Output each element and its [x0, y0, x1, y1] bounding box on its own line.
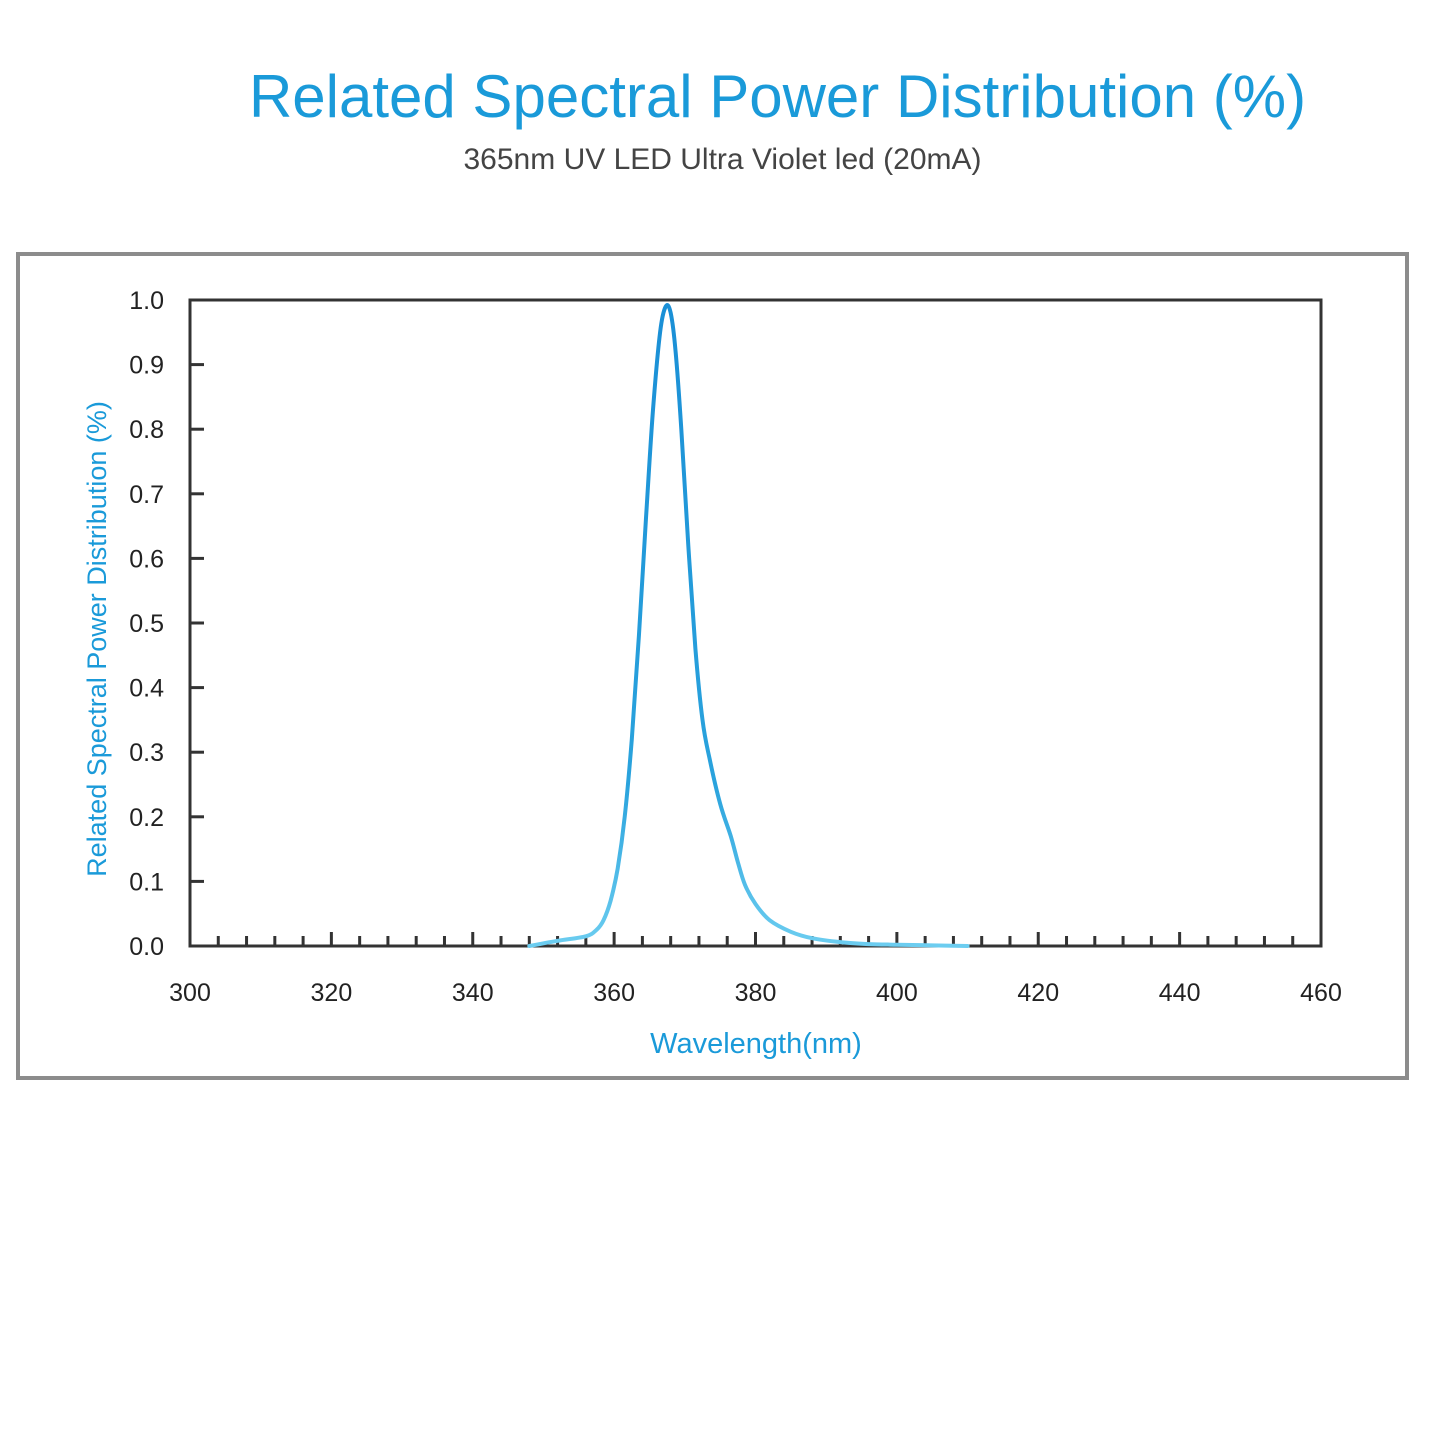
y-axis-ticks: 0.0 0.1 0.2 0.3 0.4 0.5 0.6 0.7 0.8 0.9 1.0	[129, 287, 204, 961]
y-tick-label-1: 0.1	[129, 868, 164, 896]
y-tick-label-0: 0.0	[129, 933, 164, 961]
y-tick-label-8: 0.8	[129, 416, 164, 444]
y-tick-label-7: 0.7	[129, 481, 164, 509]
x-tick-label-7: 440	[1159, 979, 1201, 1007]
x-axis-label: Wavelength(nm)	[650, 1028, 862, 1060]
x-tick-label-5: 400	[876, 979, 918, 1007]
x-tick-label-4: 380	[735, 979, 777, 1007]
spectral-chart: 0.0 0.1 0.2 0.3 0.4 0.5 0.6 0.7 0.8 0.9 1.0 300 320…	[82, 287, 1342, 1060]
x-tick-label-3: 360	[593, 979, 635, 1007]
y-tick-label-4: 0.4	[129, 675, 164, 703]
page-title: Related Spectral Power Distribution (%)	[248, 63, 1307, 130]
x-tick-label-2: 340	[452, 979, 494, 1007]
y-axis-label: Related Spectral Power Distribution (%)	[82, 401, 112, 877]
x-tick-label-6: 420	[1017, 979, 1059, 1007]
y-tick-label-5: 0.5	[129, 610, 164, 638]
page-subtitle: 365nm UV LED Ultra Violet led (20mA)	[463, 143, 982, 176]
x-axis-minor-ticks	[216, 932, 1295, 946]
y-tick-label-3: 0.3	[129, 739, 164, 767]
plot-area	[188, 298, 1323, 948]
y-tick-label-10: 1.0	[129, 287, 164, 315]
x-tick-label-1: 320	[311, 979, 353, 1007]
y-tick-label-2: 0.2	[129, 804, 164, 832]
x-tick-label-8: 460	[1300, 979, 1342, 1007]
chart-frame: 0.0 0.1 0.2 0.3 0.4 0.5 0.6 0.7 0.8 0.9 1.0 300 320…	[16, 252, 1409, 1080]
x-axis-ticks: 300 320 340 360 380 400 420 440 460	[169, 979, 1342, 1007]
y-tick-label-9: 0.9	[129, 352, 164, 380]
y-tick-label-6: 0.6	[129, 545, 164, 573]
series-line	[527, 303, 970, 948]
x-tick-label-0: 300	[169, 979, 211, 1007]
